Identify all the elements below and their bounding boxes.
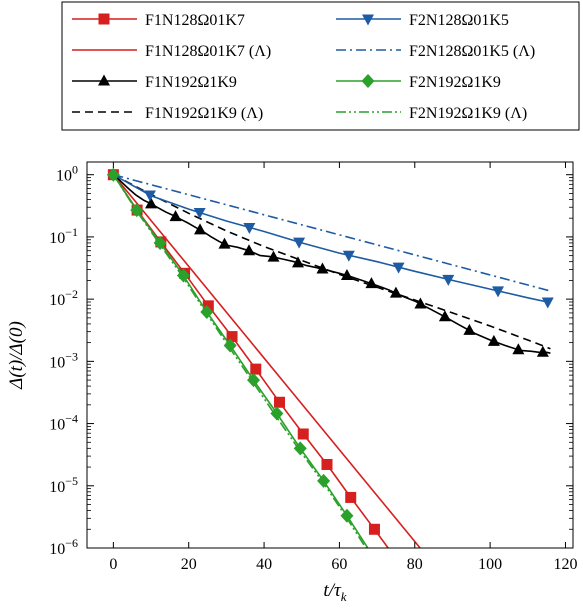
legend-marker-4 [362,14,374,26]
plot-frame [86,161,574,549]
legend-label-2: F1N192Ω1K9 [145,74,237,91]
series-4-marker [392,262,405,274]
legend-label-1: F1N128Ω01K7 (Λ) [145,43,271,60]
legend: F1N128Ω01K7 F1N128Ω01K7 (Λ) F1N192Ω1K9 F1N1… [72,12,535,122]
series-0-marker [226,331,238,343]
legend-marker-0 [98,13,110,25]
series-line-7 [112,174,367,548]
y-tick-label: 10−1 [49,225,78,247]
series-0-marker [250,363,262,375]
series-2-marker [463,323,476,335]
series-2-marker [438,310,451,322]
series-4-marker [442,274,455,286]
series-2-marker [340,269,353,281]
x-tick-label: 20 [181,556,197,573]
series-2-marker [389,286,402,298]
series-4-marker [143,190,156,202]
legend-label-4: F2N128Ω01K5 [409,12,509,29]
legend-label-7: F2N192Ω1K9 (Λ) [409,105,527,122]
series-2-marker [414,297,427,309]
legend-marker-6 [361,74,375,88]
series-0-marker [345,491,357,503]
series-2-marker [169,210,182,222]
series-2-marker [243,244,255,256]
x-tick-label: 60 [331,556,347,573]
series-4-marker [243,222,256,234]
series-6-marker [317,473,331,488]
y-tick-label: 10−2 [49,287,78,309]
x-tick-label: 100 [478,556,502,573]
series-2-marker [536,345,549,357]
series-2-marker [365,277,378,289]
series-2-marker [316,262,329,274]
x-tick-label: 80 [407,556,423,573]
series-4-marker [293,237,306,249]
x-tick-label: 40 [256,556,272,573]
series-0-marker [393,556,404,567]
legend-marker-2 [98,74,110,86]
series-0-marker [321,458,333,470]
y-tick-label: 10−5 [49,474,78,496]
x-tick-label: 120 [553,556,577,573]
x-tick-label: 0 [109,556,117,573]
series-6-marker [270,406,284,421]
series-0-marker [274,396,286,408]
series-6-marker [293,441,307,456]
series-6-marker [106,167,120,182]
series-2-marker [487,334,500,346]
series-0-marker [297,428,309,440]
series-4-marker [541,297,554,309]
series-6-marker [223,338,237,353]
y-axis-title: Δ(t)/Δ(0) [6,321,27,390]
y-tick-label: 10−4 [49,412,78,434]
y-tick-label: 100 [56,163,78,185]
series-2-marker [194,223,207,235]
series-2-marker [267,250,280,262]
series-0-marker [368,523,380,535]
series-2-marker [145,197,158,209]
legend-box [61,1,580,131]
series-line-5 [113,173,551,292]
y-tick-label: 10−6 [49,536,78,558]
plot-series [106,167,554,600]
series-line-2 [112,174,551,354]
series-6-marker [247,373,261,388]
legend-label-3: F1N192Ω1K9 (Λ) [145,105,263,122]
axes: 0 20 40 60 80 100 120 100 10−1 10−2 10−3 10−4 10−5 10… [49,162,577,573]
series-2-marker [218,237,231,249]
series-2-marker [512,343,525,355]
series-2-marker [291,256,304,268]
series-line-4 [113,174,551,304]
series-4-marker [342,250,355,262]
series-0-marker [202,300,214,312]
x-axis-title: t/τk [323,580,346,604]
legend-label-6: F2N192Ω1K9 [409,74,501,91]
series-6-marker [340,508,354,523]
legend-label-5: F2N128Ω01K5 (Λ) [409,43,535,60]
y-tick-label: 10−3 [49,349,78,371]
series-line-3 [113,173,551,350]
series-line-1 [112,174,422,548]
legend-label-0: F1N128Ω01K7 [145,12,245,29]
series-0-marker [416,589,427,600]
series-4-marker [193,208,206,220]
series-4-marker [492,286,505,298]
